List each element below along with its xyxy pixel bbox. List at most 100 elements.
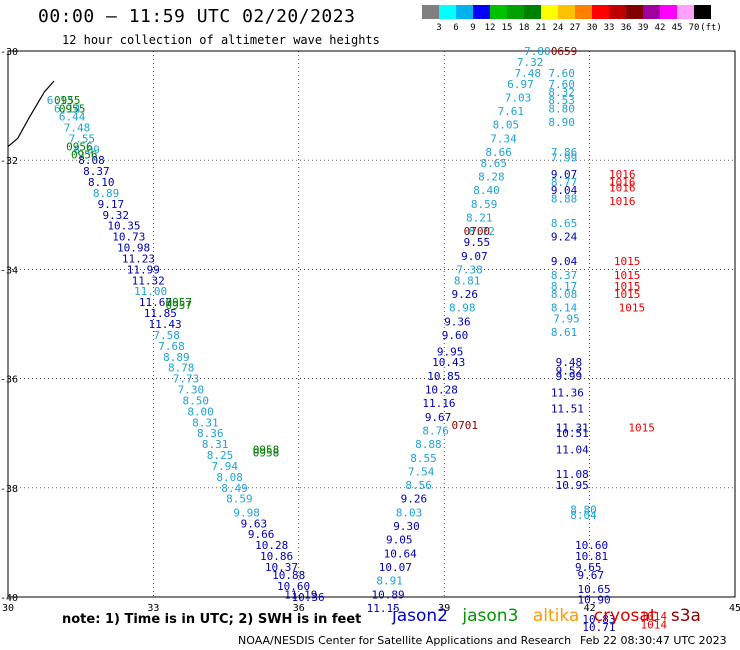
wave-height-label: 11.16 [422,397,455,410]
wave-height-label: 9.36 [444,315,471,328]
wave-height-label: 11.32 [132,274,165,287]
y-tick-label: -38 [0,484,18,495]
wave-height-label: 9.67 [577,569,604,582]
legend-s3a: s3a [670,606,701,626]
wave-height-label: 10.43 [432,356,465,369]
color-swatch [558,5,575,19]
wave-height-label: 0955 [54,94,81,107]
color-scale-label: 18 [518,23,530,33]
wave-height-label: 1014 [640,610,667,623]
wave-height-label: 10.37 [265,561,298,574]
color-swatch [592,5,609,19]
wave-height-label: 0659 [551,45,578,58]
wave-height-label: 7.60 [548,78,575,91]
wave-height-label: 7.80 [524,45,551,58]
wave-height-label: 8.49 [221,482,248,495]
wave-height-label: 11.08 [556,468,589,481]
color-scale-label: 39 [637,23,649,33]
footer-credit: NOAA/NESDIS Center for Satellite Applica… [238,634,572,647]
wave-height-label: 7.48 [514,67,541,80]
footnote: note: 1) Time is in UTC; 2) SWH is in fe… [62,612,362,627]
wave-height-label: 6.44 [59,111,86,124]
gridlines [8,51,735,597]
wave-height-label: 10.88 [272,569,305,582]
color-swatch [609,5,626,19]
wave-height-label: 8.77 [551,176,578,189]
wave-height-label: 8.53 [548,94,575,107]
wave-height-label: 8.89 [163,351,190,364]
wave-height-label: 10.86 [260,550,293,563]
wave-height-label: 9.98 [233,506,260,519]
wave-height-label: 10.71 [582,621,615,634]
color-scale-label: 45 [671,23,683,33]
wave-height-label: 8.05 [493,119,519,132]
wave-height-label: 11.51 [551,403,584,416]
color-swatch [490,5,507,19]
color-swatch [524,5,541,19]
wave-height-label: 0955 [59,102,86,115]
wave-height-label: 8.88 [415,438,442,451]
x-tick-label: 42 [584,603,596,614]
wave-height-label: 7.58 [153,329,180,342]
wave-height-label: 7.34 [490,132,517,145]
color-scale-label: 6 [453,23,459,33]
wave-height-label: 10.65 [577,583,610,596]
color-scale-label: 9 [470,23,476,33]
wave-height-label: 7.61 [498,105,524,118]
wave-height-label: 8.98 [449,302,476,315]
wave-height-label: 9.66 [248,528,275,541]
wave-height-label: 8.59 [471,198,498,211]
wave-height-label: 7.95 [553,313,580,326]
color-swatch [626,5,643,19]
footer-timestamp: Feb 22 08:30:47 UTC 2023 [580,634,727,647]
color-swatch [643,5,660,19]
wave-height-label: 0957 [166,296,193,309]
wave-height-label: 8.00 [187,405,214,418]
wave-height-label: 8.08 [216,471,243,484]
wave-height-label: 8.55 [410,452,437,465]
wave-height-label: 9.24 [551,231,578,244]
wave-height-label: 1016 [609,176,636,189]
wave-height-label: 0956 [71,149,98,162]
wave-height-label: 7.94 [212,460,239,473]
wave-height-label: 10.51 [556,427,589,440]
wave-height-label: 8.31 [192,416,219,429]
color-swatch [575,5,592,19]
wave-height-label: 1014 [640,618,667,631]
wave-height-label: 9.99 [556,370,583,383]
wave-height-label: 9.67 [425,411,452,424]
wave-height-label: 11.04 [556,444,589,457]
wave-height-label: 8.88 [551,192,578,205]
legend-cryosat: cryosat [593,606,657,626]
color-swatch [422,5,439,19]
wave-height-label: 10.95 [556,479,589,492]
color-scale-label: 24 [552,23,564,33]
wave-height-label: 11.15 [367,602,400,615]
wave-height-label: 8.25 [207,449,234,462]
wave-height-label: 8.28 [478,171,505,184]
color-scale-label: 21 [535,23,547,33]
wave-height-label: 8.80 [570,504,597,517]
wave-height-label: 10.28 [255,539,288,552]
wave-height-label: 9.32 [103,209,130,222]
color-swatch [456,5,473,19]
wave-height-label: 7.55 [69,132,96,145]
chart-subtitle: 12 hour collection of altimeter wave hei… [62,33,380,47]
x-tick-label: 33 [147,603,159,614]
color-swatch [473,5,490,19]
color-scale-label: 15 [501,23,513,33]
wave-height-label: 8.89 [93,187,120,200]
wave-height-label: 8.65 [551,217,578,230]
wave-height-label: 1015 [614,255,641,268]
wave-height-label: 7.30 [178,384,205,397]
y-tick-label: -34 [0,265,18,276]
wave-height-label: 10.07 [379,561,412,574]
wave-height-label: 1016 [609,182,636,195]
wave-height-label: 8.59 [226,493,253,506]
wave-height-label: 9.26 [401,493,428,506]
wave-height-label: 10.64 [384,547,417,560]
wave-height-label: 10.35 [107,220,140,233]
wave-height-label: 8.32 [548,86,575,99]
wave-height-label: 9.63 [241,517,268,530]
wave-height-label: 10.28 [425,384,458,397]
